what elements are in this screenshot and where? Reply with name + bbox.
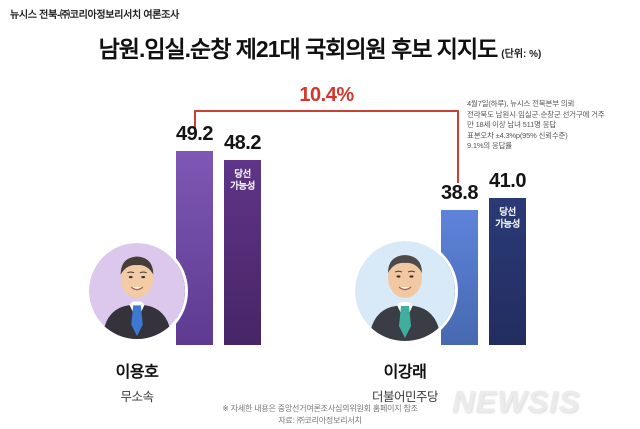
gap-percentage-label: 10.4% bbox=[299, 84, 354, 106]
candidate-label-right: 이강래 더불어민주당 bbox=[330, 358, 480, 405]
caption-line: 가능성 bbox=[495, 219, 520, 230]
support-value-right: 38.8 bbox=[441, 182, 478, 204]
methodology-line: 전라북도 남원시·임실군·순창군 선거구에 거주 bbox=[467, 109, 605, 119]
caption-line: 당선 bbox=[499, 207, 516, 218]
methodology-line: 9.1%의 응답률 bbox=[467, 141, 512, 151]
candidate-name-left: 이용호 bbox=[115, 364, 159, 381]
candidate-party-right: 더불어민주당 bbox=[371, 390, 439, 404]
gap-bracket-right-tick bbox=[457, 110, 459, 183]
caption-line: 가능성 bbox=[230, 181, 255, 192]
candidate-avatar-right-illustration bbox=[355, 241, 455, 341]
candidate-avatar-left-illustration bbox=[89, 243, 185, 339]
chart-title: 남원.임실.순창 제21대 국회의원 후보 지지도 bbox=[98, 36, 499, 62]
win-possibility-bar-right: 당선 가능성 bbox=[489, 198, 526, 345]
footer-source-note: 자료: ㈜코리아정보리서치 bbox=[278, 416, 362, 425]
footer-reference-note: ※ 자세한 내용은 중앙선거여론조사심의위원회 홈페이지 참조 bbox=[222, 404, 418, 413]
chart-title-row: 남원.임실.순창 제21대 국회의원 후보 지지도 (단위: %) bbox=[0, 30, 640, 64]
caption-line: 당선 bbox=[234, 169, 251, 180]
survey-source-line: 뉴시스 전북-㈜코리아정보리서치 여론조사 bbox=[10, 10, 179, 21]
candidate-photo-right bbox=[352, 238, 458, 344]
win-value-left: 48.2 bbox=[224, 132, 261, 154]
gap-bracket-left-tick bbox=[194, 110, 196, 128]
support-bar-left bbox=[176, 151, 213, 345]
win-possibility-caption: 당선 가능성 bbox=[489, 198, 526, 231]
candidate-label-left: 이용호 무소속 bbox=[62, 358, 212, 405]
win-value-right: 41.0 bbox=[489, 170, 526, 192]
methodology-line: 표본오차 ±4.3%p(95% 신뢰수준) bbox=[467, 130, 568, 140]
methodology-line: 만 18세 이상 남녀 511명 응답 bbox=[467, 120, 557, 130]
methodology-line: 4월7일(하루), 뉴시스 전북본부 의뢰 bbox=[467, 99, 575, 108]
win-possibility-caption: 당선 가능성 bbox=[224, 160, 261, 193]
gap-bracket-horizontal-line bbox=[194, 110, 459, 112]
candidate-photo-left bbox=[86, 240, 188, 342]
methodology-note: 4월7일(하루), 뉴시스 전북본부 의뢰 전라북도 남원시·임실군·순창군 선… bbox=[467, 99, 637, 152]
candidate-party-left: 무소속 bbox=[120, 390, 154, 404]
newsis-watermark-logo: NEWSIS bbox=[452, 384, 581, 419]
support-value-left: 49.2 bbox=[176, 123, 213, 145]
chart-unit-label: (단위: %) bbox=[501, 49, 542, 60]
candidate-name-right: 이강래 bbox=[383, 364, 427, 381]
win-possibility-bar-left: 당선 가능성 bbox=[224, 160, 261, 345]
